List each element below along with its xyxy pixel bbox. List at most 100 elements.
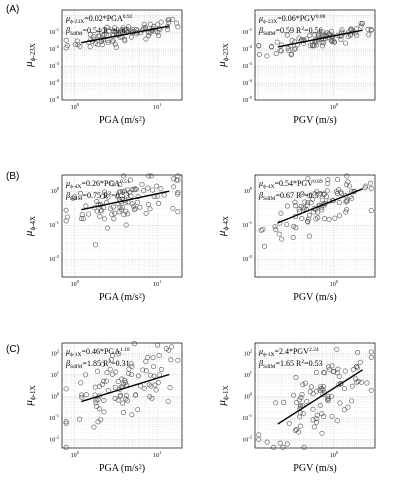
y-tick-label: 101 <box>244 370 252 379</box>
tick-exp: -1 <box>248 413 252 418</box>
data-point <box>354 365 360 371</box>
data-point <box>311 43 317 49</box>
y-tick-label: 10-2 <box>49 434 59 443</box>
data-point <box>110 204 116 210</box>
data-point <box>98 417 104 423</box>
data-point <box>113 369 119 375</box>
data-point <box>148 173 154 179</box>
data-point <box>64 214 70 220</box>
data-point <box>113 44 119 50</box>
fit-equation: μϕ-1X=2.4*PGV2.24 <box>258 347 319 358</box>
data-point <box>358 379 364 385</box>
fit-line <box>81 190 170 211</box>
data-point <box>292 199 298 205</box>
data-point <box>166 17 172 23</box>
eq-text: =0.46*PGA <box>81 347 120 356</box>
tick-base: 10 <box>242 257 248 263</box>
data-point <box>135 373 141 379</box>
panel-label: (A) <box>6 4 19 15</box>
data-point <box>145 355 151 361</box>
tick-exp: -2 <box>55 434 59 439</box>
data-point <box>79 212 85 218</box>
data-point <box>78 190 84 196</box>
tick-base: 10 <box>242 81 248 87</box>
data-point <box>339 27 345 33</box>
tick-base: 10 <box>244 394 250 400</box>
data-point <box>100 194 106 200</box>
data-point <box>273 227 279 233</box>
x-tick-label: 101 <box>153 450 161 459</box>
data-point <box>100 32 106 38</box>
data-point <box>79 394 85 400</box>
data-point <box>101 378 107 384</box>
data-point <box>174 20 180 26</box>
data-point <box>150 364 156 370</box>
data-point <box>338 36 344 42</box>
data-point <box>115 379 121 385</box>
data-point <box>123 396 129 402</box>
data-point <box>274 39 280 45</box>
beta-symbol: β <box>258 191 263 200</box>
tick-base: 10 <box>51 394 57 400</box>
eq-text: =2.4*PGV <box>274 347 309 356</box>
tick-exp: -4 <box>248 78 252 83</box>
data-point <box>321 384 327 390</box>
data-point <box>357 359 363 365</box>
data-point <box>314 412 320 418</box>
y-tick-label: 10-1 <box>49 413 59 422</box>
data-point <box>107 366 113 372</box>
data-point <box>141 188 147 194</box>
x-tick-label: 100 <box>71 102 80 111</box>
data-point <box>120 189 126 195</box>
data-point <box>264 439 270 445</box>
x-tick-label: 101 <box>153 102 161 111</box>
plot-area <box>62 10 182 100</box>
data-point <box>302 380 308 386</box>
data-point <box>329 363 335 369</box>
r2-value: =0.57 <box>304 191 323 200</box>
data-point <box>126 24 132 30</box>
data-point <box>350 367 356 373</box>
data-point <box>77 43 83 49</box>
data-point <box>138 30 144 36</box>
data-point <box>355 378 361 384</box>
axes-frame <box>61 174 183 278</box>
beta-subscript: SdIM <box>263 31 276 37</box>
tick-exp: 0 <box>57 186 60 191</box>
data-point <box>277 440 283 446</box>
data-point <box>334 346 340 352</box>
eq-exponent: 2.24 <box>309 347 319 353</box>
data-point <box>291 46 297 52</box>
data-point <box>104 24 110 30</box>
x-tick-label: 100 <box>330 279 339 288</box>
tick-base: 10 <box>244 373 250 379</box>
data-point <box>132 186 138 192</box>
tick-base: 10 <box>153 453 159 459</box>
data-point <box>87 32 93 38</box>
y-label-subscript: ϕ-1X <box>29 385 37 400</box>
eq-symbol: μ <box>65 347 70 356</box>
tick-base: 10 <box>71 105 77 111</box>
data-point <box>321 414 327 420</box>
r2-exponent: 2 <box>108 191 111 197</box>
data-point <box>155 380 161 386</box>
data-point <box>148 383 154 389</box>
tick-base: 10 <box>153 105 159 111</box>
y-label-symbol: μ <box>216 230 228 237</box>
data-point <box>304 202 310 208</box>
y-label-subscript: ϕ-4X <box>29 216 37 231</box>
data-point <box>120 400 126 406</box>
data-point <box>307 43 313 49</box>
data-point <box>345 404 351 410</box>
data-point <box>146 173 152 179</box>
data-point <box>258 227 264 233</box>
data-point <box>171 184 177 190</box>
eq-symbol: μ <box>258 347 263 356</box>
data-point <box>339 190 345 196</box>
beta-symbol: β <box>258 26 263 35</box>
data-point <box>115 194 121 200</box>
data-point <box>175 357 181 363</box>
